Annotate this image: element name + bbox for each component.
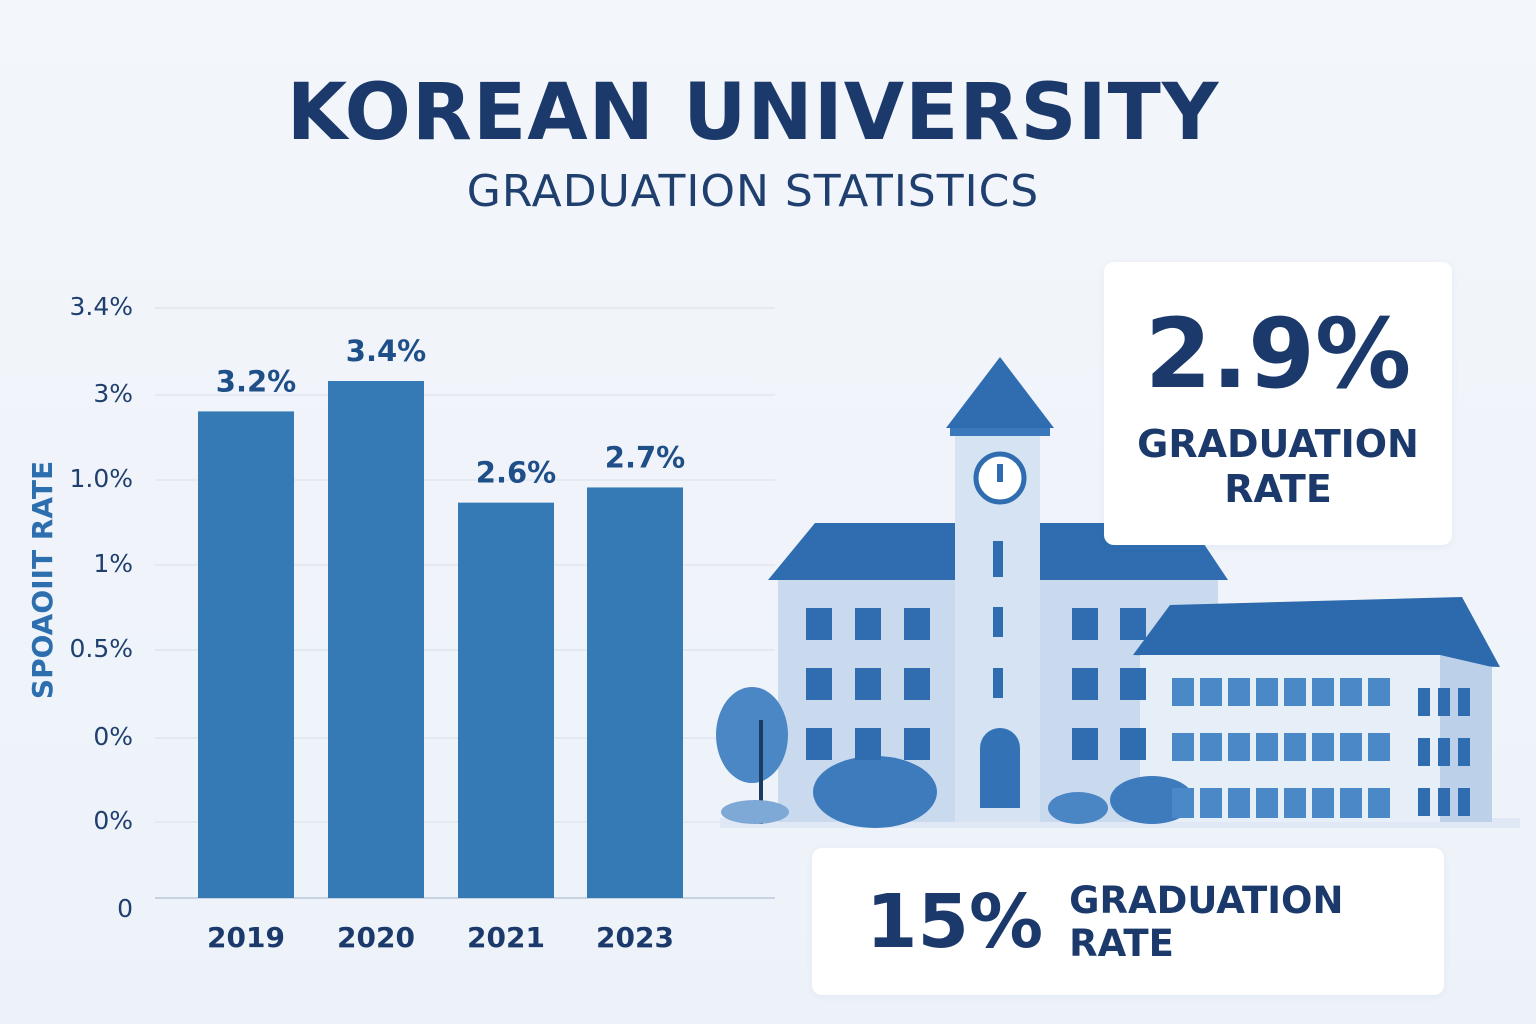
window [1438, 738, 1450, 766]
window [1256, 678, 1278, 706]
window [904, 608, 930, 640]
window [1172, 788, 1194, 818]
stat-label: GRADUATION RATE [1069, 878, 1344, 965]
tree [716, 687, 788, 783]
y-tick-label: 1.0% [69, 464, 133, 493]
window [1368, 788, 1390, 818]
bar [328, 381, 424, 898]
tree-trunk [759, 720, 763, 824]
window [1458, 688, 1470, 716]
window [904, 728, 930, 760]
window [855, 728, 881, 760]
bar [587, 487, 683, 898]
y-tick-label: 3.4% [69, 292, 133, 321]
window [1312, 733, 1334, 761]
window [1340, 788, 1362, 818]
stat-card: 2.9% GRADUATION RATE [1104, 262, 1452, 545]
window [1418, 788, 1430, 816]
y-tick-label: 0.5% [69, 634, 133, 663]
value-label: 3.2% [216, 364, 296, 398]
x-tick-label: 2020 [337, 921, 415, 954]
y-tick-label: 1% [93, 549, 133, 578]
window [1200, 678, 1222, 706]
y-tick-label: 3% [93, 379, 133, 408]
window [1458, 788, 1470, 816]
window [993, 541, 1003, 577]
window [1312, 788, 1334, 818]
y-axis-label: SPOAOIIT RATE [26, 461, 59, 699]
window [806, 728, 832, 760]
window [1072, 608, 1098, 640]
bush [721, 800, 789, 824]
window [1172, 678, 1194, 706]
roof [1133, 597, 1500, 667]
x-tick-label: 2023 [596, 921, 674, 954]
window [904, 668, 930, 700]
window [993, 607, 1003, 637]
window [1438, 688, 1450, 716]
window [993, 668, 1003, 698]
window [1120, 608, 1146, 640]
spire [946, 357, 1054, 428]
window [1200, 733, 1222, 761]
window [1284, 733, 1306, 761]
value-label: 2.6% [476, 456, 556, 490]
x-tick-label: 2019 [207, 921, 285, 954]
window [855, 668, 881, 700]
stat-card: 15% GRADUATION RATE [812, 848, 1444, 995]
window [1228, 788, 1250, 818]
window [1438, 788, 1450, 816]
tower-ledge [950, 428, 1050, 436]
window [1072, 668, 1098, 700]
stat-value: 2.9% [1144, 298, 1412, 410]
window [1256, 733, 1278, 761]
bush [813, 756, 937, 828]
window [1228, 678, 1250, 706]
window [855, 608, 881, 640]
window [806, 668, 832, 700]
stat-label: GRADUATION RATE [1137, 421, 1419, 512]
window [1418, 688, 1430, 716]
window [1200, 788, 1222, 818]
window [1340, 733, 1362, 761]
y-tick-label: 0% [93, 722, 133, 751]
door [980, 728, 1020, 808]
bush [1048, 792, 1108, 824]
window [1120, 728, 1146, 760]
subtitle: GRADUATION STATISTICS [466, 166, 1040, 217]
window [1072, 728, 1098, 760]
window [1368, 678, 1390, 706]
stat-value: 15% [866, 878, 1044, 965]
chart: 3.4% 3% 1.0% 1% 0.5% 0% 0% 0 SPOAOIIT RATE 3.2% 20… [26, 292, 775, 954]
clock-hand [997, 464, 1003, 482]
window [1458, 738, 1470, 766]
window [1256, 788, 1278, 818]
window [1228, 733, 1250, 761]
title: KOREAN UNIVERSITY [286, 68, 1220, 158]
window [1172, 733, 1194, 761]
y-tick-label: 0 [117, 894, 133, 923]
x-tick-label: 2021 [467, 921, 545, 954]
value-label: 2.7% [605, 440, 685, 474]
ground [720, 818, 1520, 828]
y-tick-label: 0% [93, 806, 133, 835]
window [1418, 738, 1430, 766]
bar [458, 502, 554, 898]
window [806, 608, 832, 640]
window [1340, 678, 1362, 706]
window [1120, 668, 1146, 700]
value-label: 3.4% [346, 334, 426, 368]
window [1284, 678, 1306, 706]
window [1368, 733, 1390, 761]
bar [198, 411, 294, 898]
window [1284, 788, 1306, 818]
window [1312, 678, 1334, 706]
